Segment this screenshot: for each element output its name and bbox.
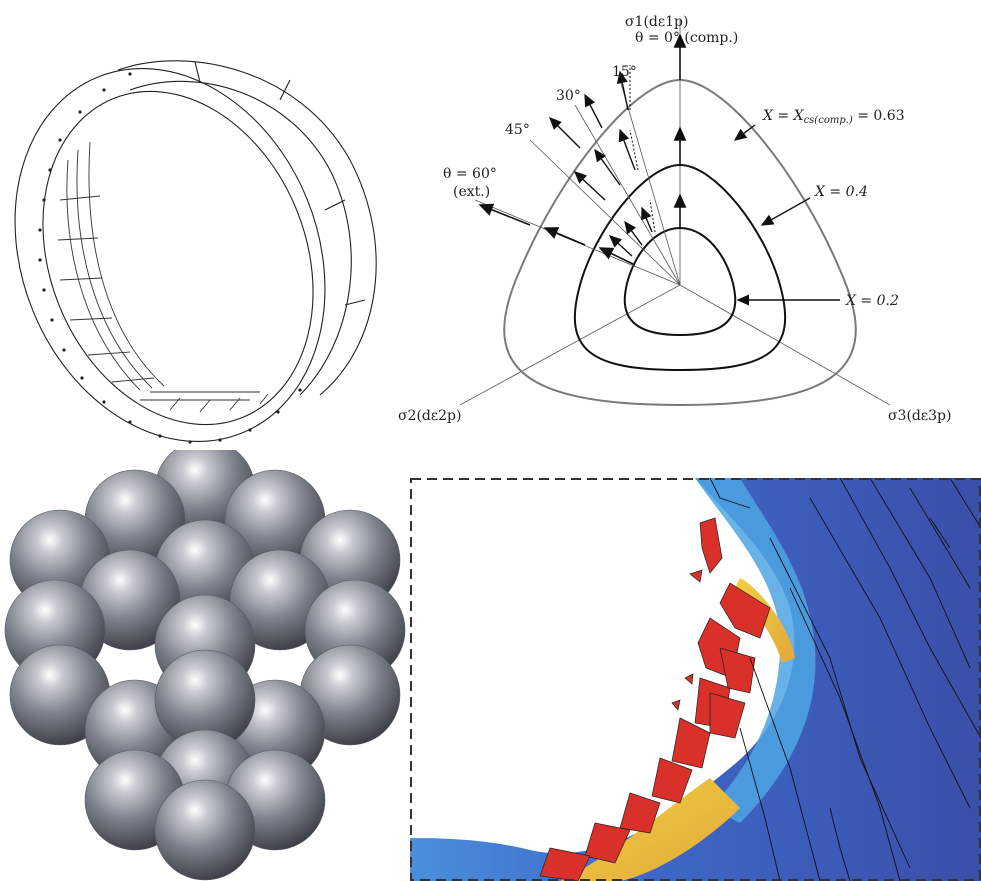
- ring-svg: [14, 60, 377, 444]
- joint-2: [279, 79, 291, 101]
- label-curve-02: X = 0.2: [845, 293, 899, 309]
- normal-dotted-lines: [629, 65, 656, 233]
- spheres-svg: [4, 450, 406, 881]
- theta-rays: [529, 79, 681, 286]
- sphere-group: [4, 450, 406, 881]
- ring-outer-front: [14, 67, 326, 443]
- curve-leaders: [733, 124, 840, 306]
- axis-sigma2: [459, 284, 681, 406]
- joint-3: [324, 199, 346, 211]
- sphere-20: [154, 779, 256, 881]
- fragments: [539, 517, 771, 881]
- joint-1: [194, 61, 201, 83]
- fracture-contour-plot: [410, 478, 981, 881]
- inner-ribs: [57, 141, 269, 413]
- yield-svg: σ1(dε1p) θ = 0° (comp.) 15° 30° 45° θ = …: [398, 14, 951, 424]
- label-sigma2: σ2(dε2p): [398, 408, 461, 424]
- axis-sigma3: [679, 284, 891, 406]
- bolt-holes: [38, 72, 302, 444]
- crack-lines: [709, 478, 981, 881]
- rock-mass: [410, 478, 981, 881]
- fracture-frame: [410, 478, 981, 881]
- yield-surface-diagram: σ1(dε1p) θ = 0° (comp.) 15° 30° 45° θ = …: [380, 0, 981, 450]
- ring-lining-drawing: [0, 0, 400, 450]
- label-sigma1: σ1(dε1p): [625, 14, 688, 30]
- label-sigma3: σ3(dε3p): [888, 408, 951, 424]
- ring-inner-front: [42, 90, 314, 426]
- label-curve-04: X = 0.4: [814, 184, 868, 200]
- ring-outer-back: [117, 60, 377, 396]
- label-theta30: 30°: [556, 88, 581, 104]
- flow-arrows-theta60: [478, 203, 636, 266]
- boundary-band: [695, 478, 816, 823]
- flow-arrows-mid: [549, 70, 653, 257]
- label-theta45: 45°: [505, 122, 530, 138]
- principal-axes: [459, 20, 891, 406]
- label-curve-063: X = Xcs(comp.) = 0.63: [762, 108, 905, 126]
- yield-curve-063: [503, 78, 857, 407]
- label-theta15: 15°: [612, 64, 637, 80]
- ring-inner-back: [129, 80, 352, 396]
- fracture-svg: [410, 478, 981, 881]
- joint-4: [344, 299, 366, 306]
- label-ext: (ext.): [453, 184, 490, 200]
- label-theta0: θ = 0° (comp.): [635, 30, 738, 46]
- label-theta60: θ = 60°: [443, 166, 497, 182]
- sphere-packing-render: [0, 450, 410, 881]
- yield-curve-04: [573, 163, 787, 372]
